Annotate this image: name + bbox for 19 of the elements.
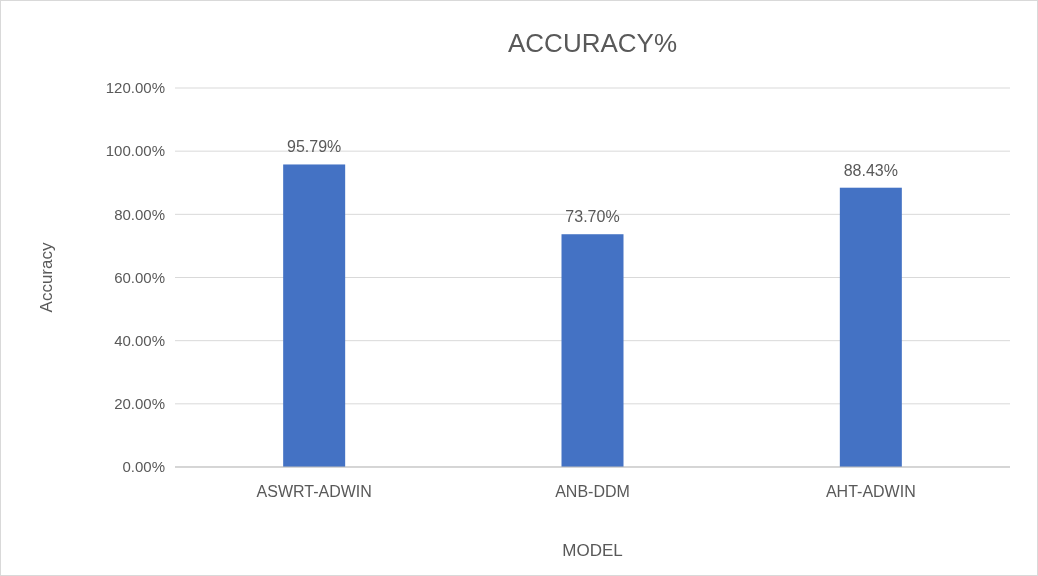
x-tick-label: ANB-DDM	[555, 483, 630, 500]
bar	[561, 234, 624, 467]
chart-title: ACCURACY%	[507, 28, 678, 58]
data-label: 73.70%	[565, 208, 620, 226]
y-tick-label: 80.00%	[114, 205, 165, 223]
bar	[839, 187, 902, 467]
y-axis-title: Accuracy	[37, 242, 56, 313]
y-tick-label: 120.00%	[105, 79, 165, 97]
y-tick-label: 60.00%	[114, 268, 165, 286]
x-axis-title: MODEL	[562, 541, 623, 560]
y-tick-label: 100.00%	[105, 142, 165, 160]
y-tick-label: 20.00%	[114, 395, 165, 413]
bar	[283, 164, 346, 467]
data-label: 95.79%	[287, 138, 342, 156]
x-tick-label: AHT-ADWIN	[825, 483, 916, 500]
data-label: 88.43%	[843, 161, 898, 179]
y-tick-label: 0.00%	[122, 458, 165, 476]
x-tick-label: ASWRT-ADWIN	[256, 483, 372, 500]
y-tick-label: 40.00%	[114, 331, 165, 349]
